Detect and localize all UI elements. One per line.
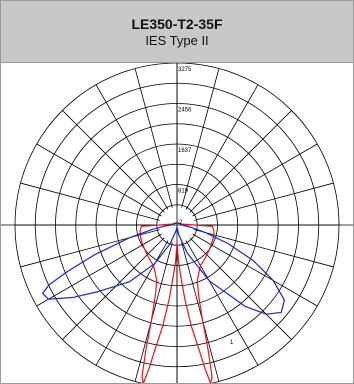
grid-spoke xyxy=(192,143,318,217)
grid-spoke xyxy=(181,242,220,382)
radial-tick-label: 3275 xyxy=(178,67,192,73)
radial-tick-label: 2456 xyxy=(178,108,192,114)
product-title: LE350-T2-35F xyxy=(131,16,223,32)
polar-candela-chart: 819 1637 2456 3275 2 1 xyxy=(1,63,353,383)
grid-spoke xyxy=(134,68,173,208)
series-layer xyxy=(41,222,285,383)
grid-spoke xyxy=(95,240,169,366)
grid-spoke xyxy=(181,68,220,208)
grid-spoke xyxy=(36,233,162,307)
tick-labels: 819 1637 2456 3275 2 1 xyxy=(178,67,234,346)
grid-spoke xyxy=(189,110,292,213)
radial-tick-label: 1637 xyxy=(178,148,192,154)
grid-spoke xyxy=(62,110,165,213)
polar-grid xyxy=(1,63,353,383)
grid-spoke xyxy=(20,182,160,221)
card-header: LE350-T2-35F IES Type II xyxy=(1,1,353,63)
grid-spoke xyxy=(185,84,259,210)
candela-curve xyxy=(41,222,285,315)
grid-spoke xyxy=(20,229,160,268)
grid-spoke xyxy=(95,84,169,210)
grid-spoke xyxy=(62,237,165,340)
bottom-label: 1 xyxy=(230,340,234,346)
grid-spoke xyxy=(36,143,162,217)
grid-spoke xyxy=(189,237,292,340)
grid-spoke xyxy=(192,233,318,307)
distribution-type: IES Type II xyxy=(145,33,209,48)
grid-spoke xyxy=(194,229,334,268)
grid-spoke xyxy=(194,182,334,221)
radial-tick-label: 819 xyxy=(178,189,189,195)
center-label: 2 xyxy=(179,220,183,226)
grid-spoke xyxy=(185,240,259,366)
grid-spoke xyxy=(134,242,173,382)
